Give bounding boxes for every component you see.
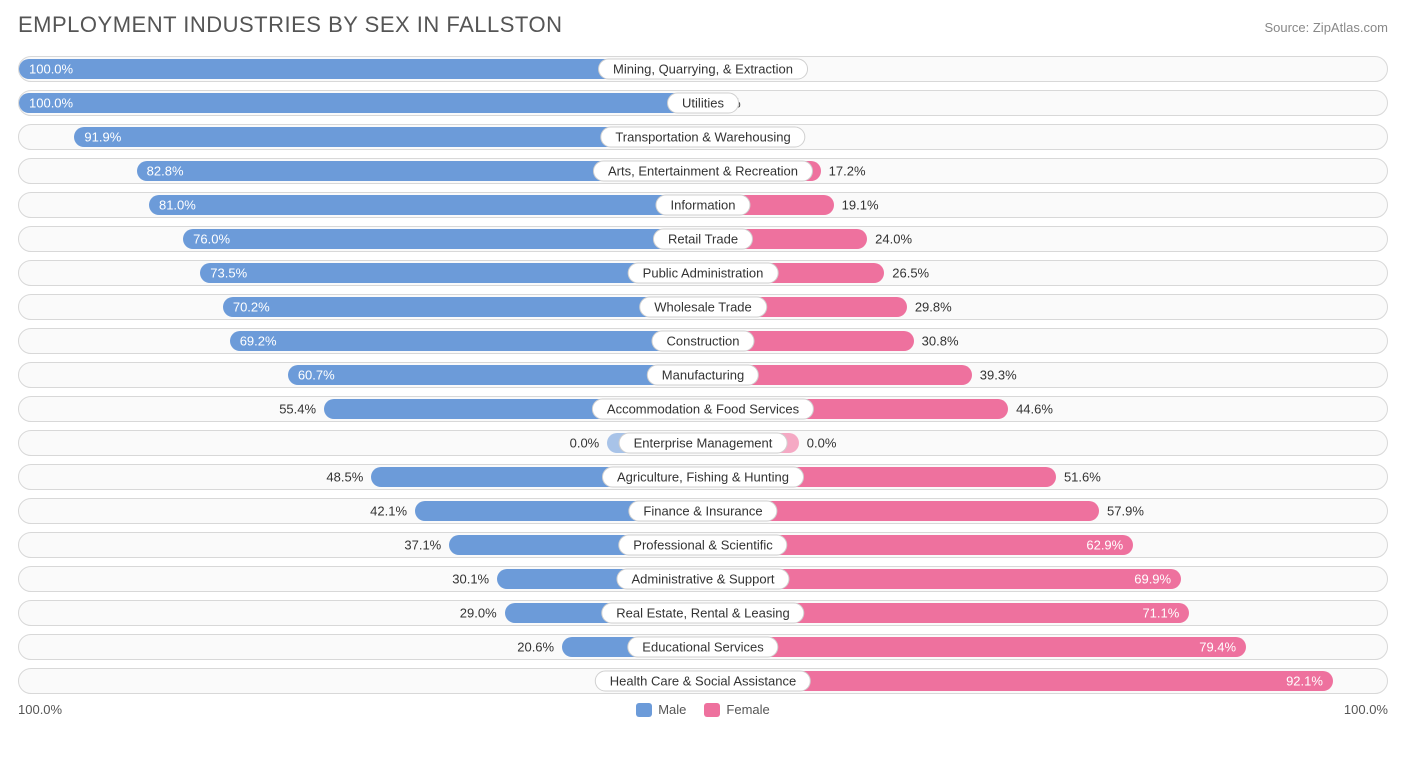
male-bar [183,229,703,249]
category-label: Professional & Scientific [618,535,787,556]
category-label: Administrative & Support [616,569,789,590]
category-label: Arts, Entertainment & Recreation [593,161,813,182]
male-value: 81.0% [159,198,196,213]
male-value: 0.0% [570,436,600,451]
female-value: 30.8% [922,334,959,349]
chart-row: 81.0% 19.1% Information [18,192,1388,218]
chart-row: 30.1% 69.9% Administrative & Support [18,566,1388,592]
legend-label-female: Female [726,702,769,717]
male-value: 70.2% [233,300,270,315]
male-value: 55.4% [279,402,316,417]
category-label: Agriculture, Fishing & Hunting [602,467,804,488]
legend-label-male: Male [658,702,686,717]
female-value: 69.9% [1134,572,1171,587]
chart-row: 100.0%0.0%Utilities [18,90,1388,116]
female-value: 17.2% [829,164,866,179]
legend: Male Female [636,702,770,717]
chart-row: 42.1% 57.9% Finance & Insurance [18,498,1388,524]
category-label: Accommodation & Food Services [592,399,814,420]
category-label: Finance & Insurance [628,501,777,522]
chart-source: Source: ZipAtlas.com [1264,20,1388,35]
female-value: 92.1% [1286,674,1323,689]
male-value: 30.1% [452,572,489,587]
male-bar [230,331,703,351]
male-bar [223,297,703,317]
chart-row: 48.5% 51.6% Agriculture, Fishing & Hunting [18,464,1388,490]
chart-row: 82.8% 17.2% Arts, Entertainment & Recreati… [18,158,1388,184]
male-value: 100.0% [29,62,73,77]
female-value: 19.1% [842,198,879,213]
female-value: 57.9% [1107,504,1144,519]
male-bar [19,93,703,113]
legend-item-male: Male [636,702,686,717]
male-value: 100.0% [29,96,73,111]
chart-header: EMPLOYMENT INDUSTRIES BY SEX IN FALLSTON… [18,12,1388,38]
category-label: Utilities [667,93,739,114]
chart-row: 100.0%0.0%Mining, Quarrying, & Extractio… [18,56,1388,82]
chart-footer: 100.0% Male Female 100.0% [18,702,1388,717]
chart-row: 37.1% 62.9% Professional & Scientific [18,532,1388,558]
legend-swatch-male [636,703,652,717]
female-value: 71.1% [1142,606,1179,621]
female-value: 44.6% [1016,402,1053,417]
female-value: 51.6% [1064,470,1101,485]
chart-row: 20.6% 79.4% Educational Services [18,634,1388,660]
chart-row: 69.2% 30.8% Construction [18,328,1388,354]
male-value: 20.6% [517,640,554,655]
male-value: 42.1% [370,504,407,519]
chart-title: EMPLOYMENT INDUSTRIES BY SEX IN FALLSTON [18,12,562,38]
chart-row: 70.2% 29.8% Wholesale Trade [18,294,1388,320]
male-value: 48.5% [326,470,363,485]
chart-row: 91.9%8.1%Transportation & Warehousing [18,124,1388,150]
category-label: Manufacturing [647,365,759,386]
category-label: Transportation & Warehousing [600,127,805,148]
chart-row: 55.4% 44.6% Accommodation & Food Services [18,396,1388,422]
female-bar [703,637,1246,657]
female-value: 62.9% [1086,538,1123,553]
male-value: 69.2% [240,334,277,349]
chart-row: 76.0% 24.0% Retail Trade [18,226,1388,252]
category-label: Enterprise Management [619,433,788,454]
male-value: 37.1% [404,538,441,553]
male-value: 91.9% [84,130,121,145]
female-value: 39.3% [980,368,1017,383]
male-value: 60.7% [298,368,335,383]
chart-row: 7.9%92.1%Health Care & Social Assistance [18,668,1388,694]
male-value: 76.0% [193,232,230,247]
category-label: Real Estate, Rental & Leasing [601,603,804,624]
category-label: Information [655,195,750,216]
female-value: 0.0% [807,436,837,451]
female-value: 29.8% [915,300,952,315]
female-value: 26.5% [892,266,929,281]
male-value: 73.5% [210,266,247,281]
category-label: Retail Trade [653,229,753,250]
male-bar [149,195,703,215]
category-label: Construction [652,331,755,352]
male-value: 82.8% [147,164,184,179]
axis-right-label: 100.0% [1344,702,1388,717]
legend-item-female: Female [704,702,769,717]
category-label: Mining, Quarrying, & Extraction [598,59,808,80]
legend-swatch-female [704,703,720,717]
category-label: Wholesale Trade [639,297,767,318]
female-value: 24.0% [875,232,912,247]
male-value: 29.0% [460,606,497,621]
chart-row: 60.7% 39.3% Manufacturing [18,362,1388,388]
chart-row: 73.5% 26.5% Public Administration [18,260,1388,286]
category-label: Public Administration [628,263,779,284]
diverging-bar-chart: 100.0% 0.0% Mining, Quarrying, & Extractio… [18,56,1388,694]
axis-left-label: 100.0% [18,702,62,717]
chart-row: 29.0% 71.1% Real Estate, Rental & Leasing [18,600,1388,626]
male-bar [288,365,703,385]
category-label: Educational Services [627,637,778,658]
chart-row: 0.0% 0.0% Enterprise Management [18,430,1388,456]
female-value: 79.4% [1199,640,1236,655]
category-label: Health Care & Social Assistance [595,671,811,692]
